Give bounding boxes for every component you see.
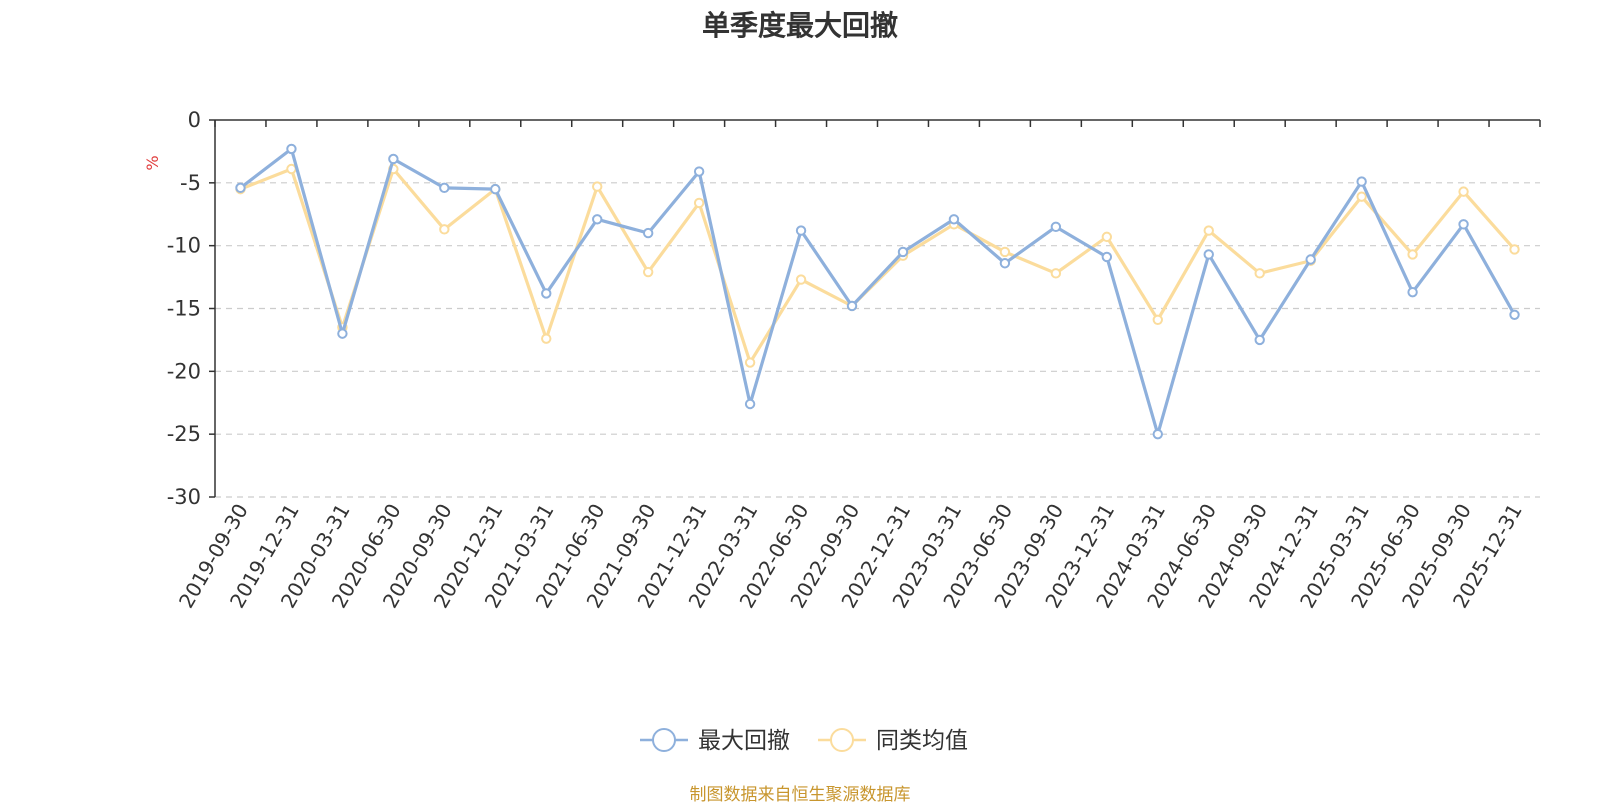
data-point[interactable]	[1203, 249, 1214, 260]
chart-title: 单季度最大回撤	[701, 9, 898, 42]
y-tick-label: -10	[167, 234, 201, 258]
data-point[interactable]	[897, 246, 909, 258]
data-point[interactable]	[592, 181, 603, 192]
data-point[interactable]	[541, 333, 552, 344]
legend-label: 同类均值	[876, 728, 968, 754]
series-peer-average	[235, 163, 1520, 368]
data-point[interactable]	[1152, 428, 1163, 440]
data-point[interactable]	[1050, 268, 1062, 279]
series-line	[239, 167, 1516, 365]
data-point[interactable]	[286, 163, 297, 175]
y-tick-label: 0	[188, 108, 201, 132]
data-point[interactable]	[1509, 244, 1520, 255]
data-point[interactable]	[1203, 225, 1214, 236]
series-max-drawdown	[235, 143, 1520, 440]
y-axis-unit-label: %	[143, 155, 162, 170]
legend[interactable]: 最大回撤 同类均值	[640, 728, 968, 754]
legend-marker	[830, 728, 854, 752]
data-point[interactable]	[999, 258, 1011, 269]
data-point[interactable]	[490, 183, 501, 195]
data-point[interactable]	[439, 224, 450, 235]
y-tick-label: -5	[180, 171, 201, 195]
data-point[interactable]	[1458, 219, 1469, 230]
data-point[interactable]	[1305, 254, 1316, 265]
data-point[interactable]	[642, 227, 654, 239]
data-point[interactable]	[642, 266, 654, 278]
axis-layer: 0-5-10-15-20-25-30%2019-09-302019-12-312…	[143, 108, 1541, 612]
data-point[interactable]	[1050, 221, 1062, 233]
data-point[interactable]	[1407, 249, 1418, 260]
data-point[interactable]	[1356, 176, 1367, 187]
data-point[interactable]	[1458, 186, 1469, 197]
y-tick-label: -30	[167, 485, 201, 509]
series-layer	[235, 143, 1520, 440]
data-point[interactable]	[693, 166, 705, 177]
y-tick-label: -25	[167, 422, 201, 446]
data-point[interactable]	[846, 300, 858, 312]
data-point[interactable]	[1101, 251, 1113, 263]
series-line	[239, 147, 1516, 436]
data-point[interactable]	[541, 288, 552, 299]
data-point[interactable]	[439, 182, 450, 194]
data-point[interactable]	[388, 153, 399, 165]
data-point[interactable]	[1356, 191, 1367, 202]
data-point[interactable]	[1101, 231, 1113, 243]
data-point[interactable]	[795, 225, 807, 236]
legend-marker	[652, 728, 676, 752]
grid-layer	[215, 182, 1540, 498]
data-point[interactable]	[744, 357, 756, 368]
data-source-note: 制图数据来自恒生聚源数据库	[689, 785, 911, 805]
data-point[interactable]	[744, 398, 756, 410]
data-point[interactable]	[1407, 286, 1418, 298]
data-point[interactable]	[999, 246, 1011, 258]
data-point[interactable]	[337, 328, 348, 339]
y-tick-label: -15	[167, 297, 201, 321]
legend-item-max-drawdown[interactable]: 最大回撤	[640, 728, 790, 754]
data-point[interactable]	[1152, 314, 1163, 326]
data-point[interactable]	[592, 214, 603, 225]
legend-item-peer-average[interactable]: 同类均值	[818, 728, 968, 754]
data-point[interactable]	[1254, 334, 1265, 346]
y-tick-label: -20	[167, 359, 201, 383]
data-point[interactable]	[693, 197, 705, 209]
data-point[interactable]	[235, 182, 246, 194]
data-point[interactable]	[286, 143, 297, 155]
data-point[interactable]	[948, 214, 960, 225]
legend-label: 最大回撤	[698, 728, 790, 754]
data-point[interactable]	[1254, 268, 1265, 279]
data-point[interactable]	[1509, 309, 1520, 320]
data-point[interactable]	[795, 274, 807, 285]
